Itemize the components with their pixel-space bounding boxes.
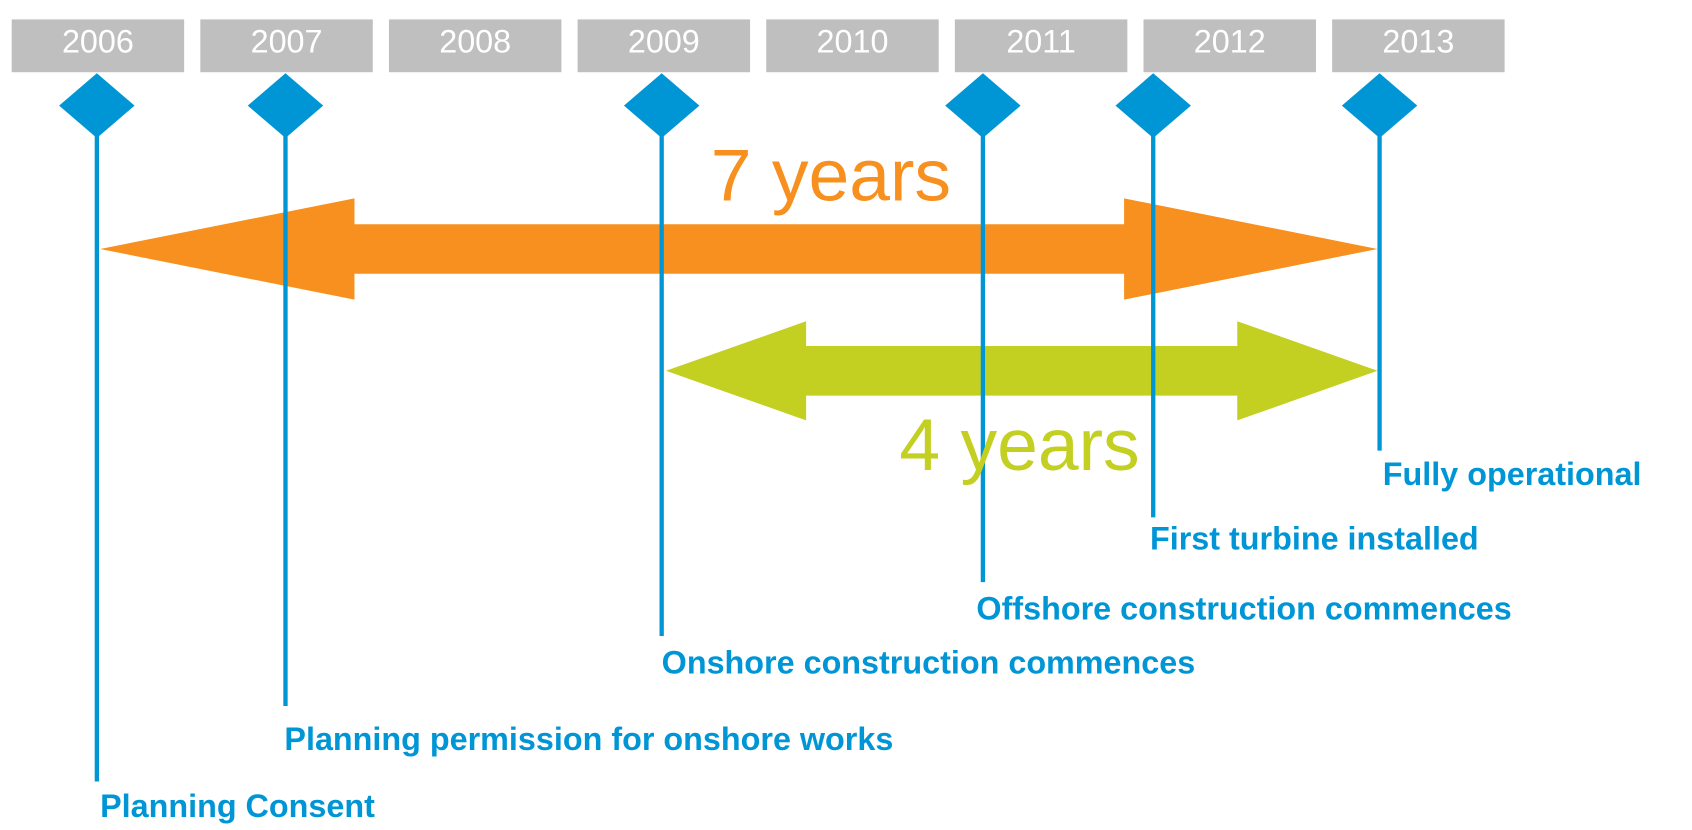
milestone-diamond (247, 73, 324, 138)
milestone-diamond (945, 73, 1021, 138)
milestone-diamond (59, 73, 135, 138)
year-label: 2009 (628, 24, 700, 60)
milestone-label: Planning Consent (100, 788, 375, 824)
year-label: 2006 (62, 24, 134, 60)
year-box (11, 19, 185, 73)
span-arrow (100, 198, 1378, 300)
year-box (200, 19, 373, 73)
year-box (388, 19, 562, 73)
milestone-label: Onshore construction commences (662, 645, 1196, 681)
year-label: 2008 (439, 24, 511, 60)
year-box (577, 19, 751, 73)
year-box (1332, 19, 1505, 73)
year-box (954, 19, 1128, 73)
year-label: 2012 (1194, 24, 1266, 60)
milestone-label: Planning permission for onshore works (284, 721, 893, 757)
year-box (1143, 19, 1316, 73)
span-label: 4 years (899, 404, 1139, 486)
milestone-label: Offshore construction commences (976, 591, 1511, 627)
milestone-label: Fully operational (1383, 456, 1642, 492)
milestone-diamond (1341, 73, 1418, 138)
year-box (766, 19, 939, 73)
span-label: 7 years (711, 134, 951, 216)
milestone-label: First turbine installed (1150, 521, 1479, 557)
milestone-diamond (1115, 73, 1191, 138)
year-label: 2007 (251, 24, 323, 60)
year-label: 2013 (1382, 24, 1454, 60)
year-label: 2011 (1006, 24, 1076, 60)
milestone-diamond (623, 73, 700, 138)
year-label: 2010 (817, 24, 889, 60)
